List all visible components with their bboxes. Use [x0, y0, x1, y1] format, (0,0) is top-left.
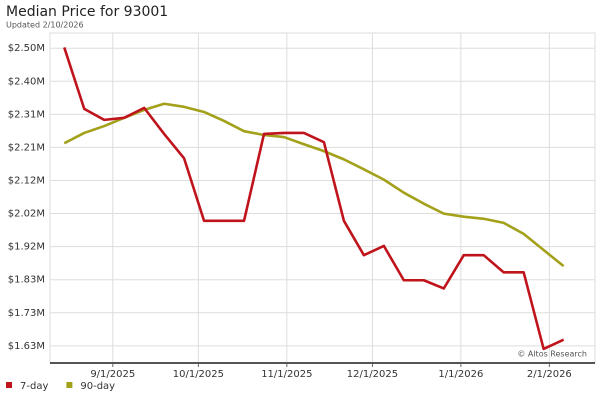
x-tick-label: 10/1/2025 — [173, 369, 224, 380]
chart-title: Median Price for 93001 — [6, 4, 168, 20]
legend-label: 7-day — [20, 381, 48, 392]
x-tick-label: 12/1/2025 — [347, 369, 398, 380]
y-tick-label: $2.12M — [8, 175, 45, 186]
plot-frame — [49, 32, 596, 364]
y-tick-label: $2.21M — [8, 142, 45, 153]
y-tick-label: $1.63M — [8, 341, 45, 352]
y-tick-label: $2.02M — [8, 209, 45, 220]
x-tick-label: 2/1/2026 — [527, 369, 572, 380]
legend-swatch — [66, 382, 73, 388]
x-tick-label: 1/1/2026 — [438, 369, 483, 380]
line-series — [63, 47, 565, 351]
legend-swatch — [6, 382, 12, 388]
x-tick-label: 11/1/2025 — [261, 369, 312, 380]
chart-subtitle: Updated 2/10/2026 — [6, 21, 84, 30]
line-series — [63, 102, 565, 268]
y-tick-label: $2.40M — [8, 76, 45, 87]
legend-label: 90-day — [80, 381, 115, 392]
x-tick-label: 9/1/2025 — [90, 369, 135, 380]
annotation: © Altos Research — [517, 350, 587, 359]
y-tick-label: $2.31M — [8, 109, 45, 120]
y-tick-label: $1.92M — [8, 242, 45, 253]
y-tick-label: $2.50M — [8, 43, 45, 54]
y-tick-label: $1.83M — [8, 275, 45, 286]
y-tick-label: $1.73M — [8, 308, 45, 319]
